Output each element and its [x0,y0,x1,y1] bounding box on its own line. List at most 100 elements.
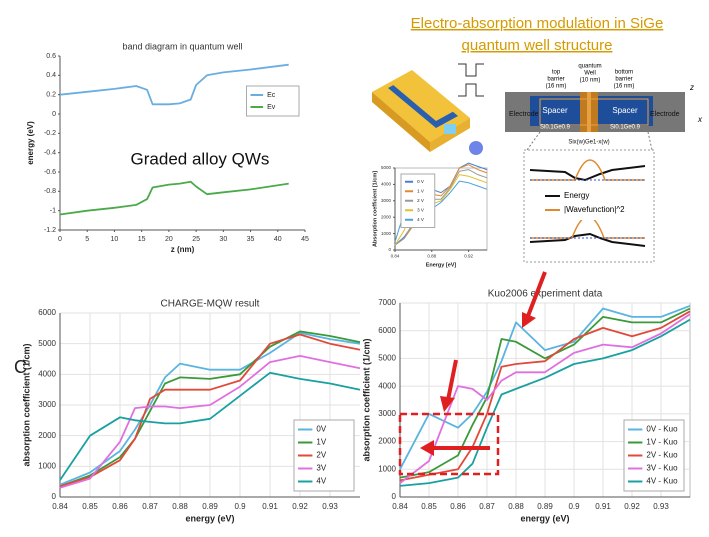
y-tick-label: 0.4 [46,72,56,79]
y-tick-label: 2000 [381,214,392,219]
x-tick-label: 0.92 [464,254,473,259]
label: Si0.1Ge0.9 [540,125,571,131]
y-axis-label: absorption coefficient (1/cm) [22,343,32,466]
label: Well [584,71,596,77]
x-tick-label: 10 [111,236,119,243]
y-axis-label: Absorption coefficient [1/cm] [372,171,378,247]
x-tick-label: 0.89 [202,502,218,511]
label: Electrode [509,111,539,118]
chart-title: CHARGE-MQW result [161,299,260,310]
legend-label: 1V - Kuo [646,438,678,447]
y-tick-label: 1000 [378,464,396,473]
wavefunction-panel: Energy |Wavefunction|^2 [523,149,655,263]
y-tick-label: 1000 [38,461,56,470]
label: bottom [615,70,633,76]
header-line: quantum well structure [462,37,613,54]
series-line [59,371,361,481]
device-sketch [372,63,484,155]
legend-label: 1V [316,438,326,447]
series-line [59,355,361,489]
x-axis-label: z (nm) [171,245,195,254]
series-line [399,318,691,487]
x-tick-label: 35 [247,236,255,243]
series-line [59,330,361,488]
label: Spacer [612,106,638,115]
y-tick-label: 5000 [378,354,396,363]
x-tick-label: 0 [58,236,62,243]
x-axis-label: energy (eV) [185,513,234,523]
x-tick-label: 0.84 [52,502,68,511]
legend-label: 1 V [417,188,424,193]
y-tick-label: 0 [52,111,56,118]
x-tick-label: 0.93 [653,502,669,511]
label: x [697,115,703,124]
y-tick-label: 0 [392,492,397,501]
x-tick-label: 0.91 [262,502,278,511]
x-tick-label: 0.92 [292,502,308,511]
y-axis-label: absorption coefficient (1/cm) [362,338,372,461]
series-line [399,307,691,479]
x-tick-label: 0.9 [568,502,580,511]
x-tick-label: 45 [301,236,309,243]
y-tick-label: 5000 [381,165,392,170]
y-tick-label: 3000 [378,409,396,418]
label: Si0.1Ge0.9 [610,125,641,131]
panel-letter: C [14,357,27,377]
y-tick-label: 2000 [378,437,396,446]
series-line [59,333,361,488]
label: Electrode [650,111,680,118]
y-tick-label: 3000 [38,400,56,409]
legend-label: 0V [316,425,326,434]
y-tick-label: 0 [388,247,391,252]
legend-label: 4V [316,477,326,486]
x-tick-label: 25 [192,236,200,243]
y-tick-label: 1000 [381,231,392,236]
series-line [399,313,691,484]
series-line [399,304,691,470]
chart-title: Kuo2006 experiment data [488,289,603,300]
y-tick-label: 4000 [381,182,392,187]
x-tick-label: 0.88 [172,502,188,511]
x-tick-label: 5 [85,236,89,243]
legend-label: 3V - Kuo [646,464,678,473]
legend-label: 0 V [417,179,424,184]
legend-label: Energy [564,191,589,200]
x-tick-label: 30 [219,236,227,243]
y-tick-label: 3000 [381,198,392,203]
label: z [689,83,694,92]
y-tick-label: 6000 [378,326,396,335]
legend-label: 4 V [417,217,424,222]
y-tick-label: -1 [50,208,56,215]
x-tick-label: 0.88 [427,254,436,259]
series-line [59,180,289,216]
y-tick-label: 2000 [38,431,56,440]
y-axis-label: energy (eV) [26,121,35,165]
x-tick-label: 0.93 [322,502,338,511]
y-tick-label: 4000 [38,369,56,378]
x-tick-label: 0.85 [82,502,98,511]
x-tick-label: 15 [138,236,146,243]
label: Six(w)Ge1-x(w) [568,140,609,146]
y-tick-label: 7000 [378,298,396,307]
y-tick-label: -1.2 [44,227,56,234]
legend-label: Ev [267,104,276,111]
legend-label: 3 V [417,207,424,212]
x-tick-label: 0.89 [537,502,553,511]
series-line [59,63,289,106]
label: quantum [578,64,601,70]
y-tick-label: 0.2 [46,92,56,99]
y-tick-label: 6000 [38,308,56,317]
y-tick-label: 0.6 [46,53,56,60]
highlight [398,271,547,476]
label: (10 nm) [580,78,601,84]
x-tick-label: 0.88 [508,502,524,511]
legend-label: 2V - Kuo [646,451,678,460]
label: barrier [547,77,564,83]
legend-label: 3V [316,464,326,473]
series-line [394,164,488,246]
x-tick-label: 40 [274,236,282,243]
y-tick-label: 4000 [378,381,396,390]
layer-schematic: top barrier (16 nm) quantum Well (10 nm)… [505,64,703,151]
